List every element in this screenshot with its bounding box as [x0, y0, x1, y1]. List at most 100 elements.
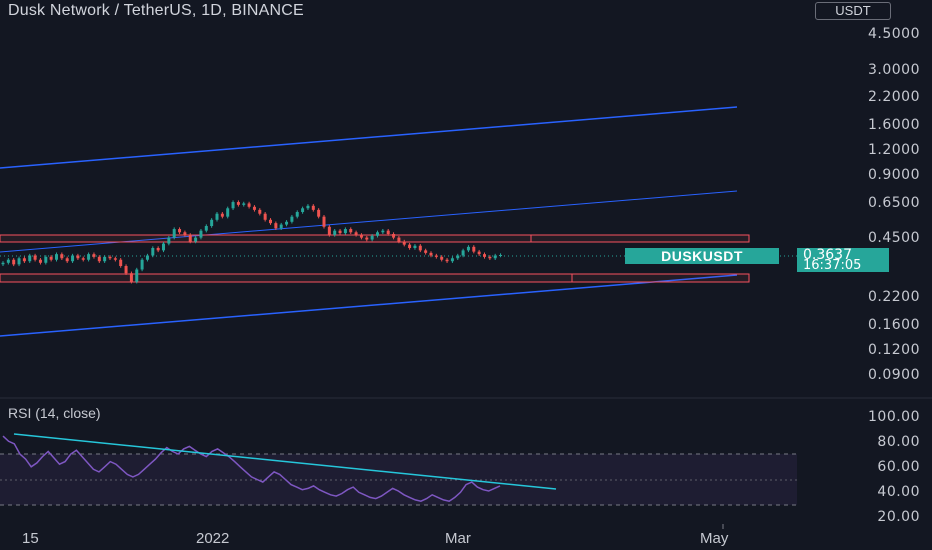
candle-body[interactable]: [477, 251, 481, 255]
candle-body[interactable]: [252, 206, 256, 210]
candle-body[interactable]: [87, 254, 91, 260]
candle-body[interactable]: [263, 213, 267, 220]
candle-body[interactable]: [327, 226, 331, 235]
candle-body[interactable]: [370, 235, 374, 240]
candle-body[interactable]: [466, 246, 470, 251]
candle-body[interactable]: [135, 269, 139, 282]
candle-body[interactable]: [295, 212, 299, 217]
candle-body[interactable]: [226, 208, 230, 217]
candle-body[interactable]: [242, 203, 246, 205]
candle-body[interactable]: [119, 259, 123, 267]
candle-body[interactable]: [247, 203, 251, 207]
candle-body[interactable]: [483, 254, 486, 257]
candle-body[interactable]: [493, 255, 497, 259]
candle-body[interactable]: [408, 244, 412, 248]
candle-body[interactable]: [333, 230, 337, 235]
candle-body[interactable]: [81, 258, 85, 260]
candle-body[interactable]: [381, 230, 385, 233]
candle-body[interactable]: [220, 213, 224, 217]
candle-body[interactable]: [317, 209, 321, 217]
rsi-trend-line[interactable]: [13, 433, 557, 490]
candle-body[interactable]: [215, 213, 219, 220]
candle-body[interactable]: [97, 256, 101, 262]
candle-body[interactable]: [413, 245, 417, 248]
candle-body[interactable]: [183, 232, 187, 235]
candle-body[interactable]: [472, 246, 476, 252]
candle-body[interactable]: [188, 234, 192, 242]
candle-body[interactable]: [429, 252, 433, 256]
candle-body[interactable]: [1, 262, 5, 265]
candle-body[interactable]: [376, 232, 379, 236]
candle-body[interactable]: [274, 223, 278, 229]
currency-selector[interactable]: USDT: [815, 2, 891, 20]
candle-body[interactable]: [76, 255, 80, 259]
candle-body[interactable]: [140, 259, 144, 270]
candle-body[interactable]: [285, 221, 289, 225]
candle-body[interactable]: [418, 245, 422, 251]
candle-body[interactable]: [194, 237, 198, 242]
candle-body[interactable]: [461, 250, 465, 256]
candle-body[interactable]: [178, 229, 182, 233]
candle-body[interactable]: [38, 259, 42, 263]
candle-body[interactable]: [210, 219, 214, 227]
candle-body[interactable]: [108, 256, 112, 259]
candle-body[interactable]: [440, 256, 444, 260]
candle-body[interactable]: [124, 266, 128, 274]
symbol-price-tag[interactable]: DUSKUSDT: [625, 248, 779, 264]
candle-body[interactable]: [145, 255, 149, 260]
candle-body[interactable]: [22, 258, 26, 262]
candle-body[interactable]: [44, 256, 48, 263]
channel-lower-line[interactable]: [0, 274, 738, 337]
candle-body[interactable]: [311, 205, 315, 210]
candle-body[interactable]: [450, 258, 454, 262]
candle-body[interactable]: [392, 234, 396, 238]
candle-body[interactable]: [103, 256, 107, 262]
candle-body[interactable]: [338, 230, 342, 234]
candle-body[interactable]: [129, 273, 133, 282]
candle-body[interactable]: [92, 254, 96, 257]
candle-body[interactable]: [156, 247, 160, 251]
candle-body[interactable]: [365, 237, 369, 240]
candle-body[interactable]: [236, 202, 240, 205]
candle-body[interactable]: [488, 256, 492, 259]
candle-body[interactable]: [172, 229, 176, 238]
candle-body[interactable]: [162, 243, 165, 251]
candle-body[interactable]: [354, 232, 358, 235]
last-price-tag[interactable]: 0.3637 16:37:05: [797, 247, 889, 273]
candle-body[interactable]: [65, 258, 69, 262]
candle-body[interactable]: [17, 258, 21, 265]
candle-body[interactable]: [60, 254, 64, 259]
candle-body[interactable]: [258, 209, 262, 214]
rsi-line[interactable]: [2, 435, 501, 503]
candle-body[interactable]: [456, 255, 460, 259]
candle-body[interactable]: [402, 241, 406, 245]
candle-body[interactable]: [204, 226, 208, 231]
candle-body[interactable]: [445, 259, 449, 262]
candle-body[interactable]: [397, 237, 401, 242]
candle-body[interactable]: [151, 247, 155, 256]
candle-body[interactable]: [55, 254, 58, 260]
candle-body[interactable]: [359, 234, 363, 238]
candlestick-series[interactable]: [1, 200, 503, 284]
channel-upper-line[interactable]: [0, 106, 738, 169]
channel-middle-line[interactable]: [0, 190, 738, 253]
candle-body[interactable]: [28, 255, 32, 262]
candle-body[interactable]: [199, 230, 203, 238]
candle-body[interactable]: [499, 255, 503, 256]
resistance-zone[interactable]: [0, 234, 750, 243]
candle-body[interactable]: [71, 255, 75, 262]
candle-body[interactable]: [49, 256, 53, 260]
candle-body[interactable]: [113, 258, 117, 260]
candle-body[interactable]: [33, 255, 37, 260]
candle-body[interactable]: [269, 219, 272, 224]
candle-body[interactable]: [290, 216, 294, 222]
candle-body[interactable]: [279, 224, 283, 229]
candle-body[interactable]: [386, 230, 390, 235]
rsi-indicator-title[interactable]: RSI (14, close): [8, 405, 101, 421]
candle-body[interactable]: [322, 216, 326, 227]
candle-body[interactable]: [301, 208, 305, 213]
support-zone[interactable]: [0, 273, 750, 283]
candle-body[interactable]: [12, 259, 16, 265]
candle-body[interactable]: [167, 237, 171, 244]
